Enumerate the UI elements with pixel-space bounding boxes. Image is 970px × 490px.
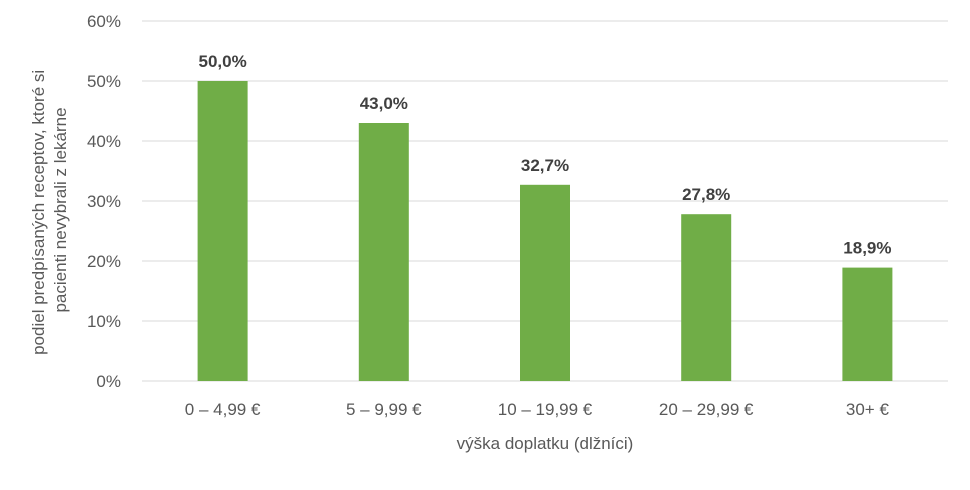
category-label: 30+ € bbox=[846, 400, 890, 419]
category-label: 10 – 19,99 € bbox=[498, 400, 593, 419]
bars bbox=[197, 81, 893, 381]
x-axis-title: výška doplatku (dlžníci) bbox=[457, 434, 634, 453]
data-label: 50,0% bbox=[198, 52, 246, 71]
data-label: 43,0% bbox=[360, 94, 408, 113]
bar bbox=[681, 214, 732, 381]
y-axis-title-line-2: pacienti nevybrali z lekárne bbox=[51, 107, 70, 312]
y-tick-label: 30% bbox=[87, 192, 121, 211]
category-label: 0 – 4,99 € bbox=[185, 400, 261, 419]
y-tick-label: 0% bbox=[96, 372, 121, 391]
bar bbox=[842, 267, 893, 381]
bar bbox=[358, 123, 409, 381]
y-axis-title: podiel predpísaných receptov, ktoré si p… bbox=[29, 65, 70, 355]
x-axis-categories: 0 – 4,99 € 5 – 9,99 € 10 – 19,99 € 20 – 29,… bbox=[185, 400, 890, 419]
y-tick-label: 50% bbox=[87, 72, 121, 91]
y-tick-label: 40% bbox=[87, 132, 121, 151]
category-label: 20 – 29,99 € bbox=[659, 400, 754, 419]
y-axis-title-line-1: podiel predpísaných receptov, ktoré si bbox=[29, 70, 48, 355]
bar bbox=[197, 81, 248, 381]
y-tick-label: 60% bbox=[87, 12, 121, 31]
data-label: 27,8% bbox=[682, 185, 730, 204]
y-tick-label: 10% bbox=[87, 312, 121, 331]
bar bbox=[520, 184, 570, 381]
data-label: 32,7% bbox=[521, 156, 569, 175]
category-label: 5 – 9,99 € bbox=[346, 400, 422, 419]
data-labels: 50,0% 43,0% 32,7% 27,8% 18,9% bbox=[198, 52, 891, 258]
data-label: 18,9% bbox=[843, 239, 891, 258]
y-axis-ticks: 0% 10% 20% 30% 40% 50% 60% bbox=[87, 12, 121, 391]
y-tick-label: 20% bbox=[87, 252, 121, 271]
